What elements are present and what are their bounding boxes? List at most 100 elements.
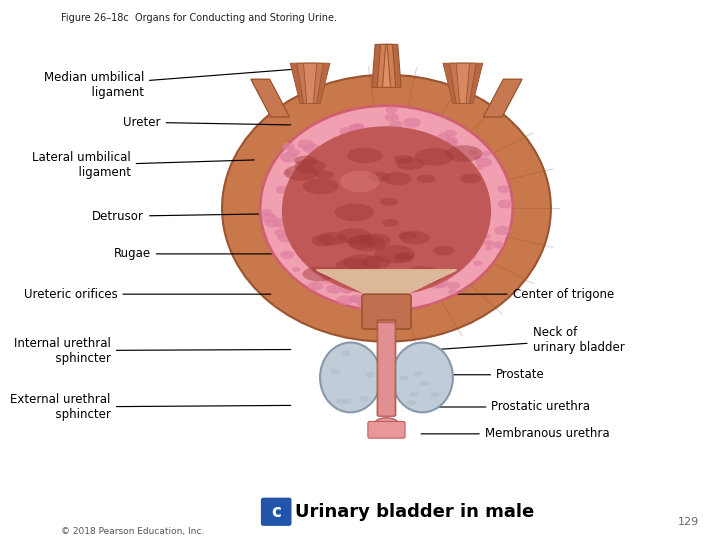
Ellipse shape <box>297 139 315 150</box>
Ellipse shape <box>396 157 424 170</box>
Ellipse shape <box>443 138 458 147</box>
Ellipse shape <box>260 106 513 311</box>
Ellipse shape <box>315 171 333 179</box>
Text: Detrusor: Detrusor <box>92 210 281 223</box>
Ellipse shape <box>498 185 510 193</box>
Text: Neck of
urinary bladder: Neck of urinary bladder <box>439 326 624 354</box>
Ellipse shape <box>294 159 326 173</box>
Polygon shape <box>377 44 396 87</box>
Ellipse shape <box>348 124 365 134</box>
Text: Lateral umbilical
  ligament: Lateral umbilical ligament <box>32 151 254 179</box>
Ellipse shape <box>374 245 415 264</box>
FancyBboxPatch shape <box>362 294 411 329</box>
FancyBboxPatch shape <box>261 498 291 525</box>
Text: Ureteric orifices: Ureteric orifices <box>24 288 271 301</box>
Ellipse shape <box>444 130 456 137</box>
Ellipse shape <box>382 172 412 185</box>
Ellipse shape <box>336 399 346 404</box>
Ellipse shape <box>482 151 491 157</box>
Ellipse shape <box>339 127 356 136</box>
Ellipse shape <box>438 133 449 140</box>
Ellipse shape <box>292 267 300 272</box>
Ellipse shape <box>380 198 398 206</box>
Ellipse shape <box>282 126 491 295</box>
Ellipse shape <box>469 150 477 155</box>
Ellipse shape <box>467 254 476 260</box>
Ellipse shape <box>294 156 318 166</box>
Ellipse shape <box>393 253 414 262</box>
Polygon shape <box>251 79 289 117</box>
Ellipse shape <box>343 289 351 294</box>
Ellipse shape <box>355 299 364 305</box>
Ellipse shape <box>372 291 380 295</box>
Ellipse shape <box>284 165 318 181</box>
Text: External urethral
  sphincter: External urethral sphincter <box>10 393 291 421</box>
Ellipse shape <box>261 209 273 216</box>
Ellipse shape <box>447 282 460 289</box>
FancyBboxPatch shape <box>368 422 405 438</box>
Ellipse shape <box>303 178 338 194</box>
Text: © 2018 Pearson Education, Inc.: © 2018 Pearson Education, Inc. <box>61 527 204 536</box>
Ellipse shape <box>417 174 436 183</box>
Ellipse shape <box>432 278 449 288</box>
Polygon shape <box>456 63 469 104</box>
Polygon shape <box>372 44 401 87</box>
Polygon shape <box>483 79 522 117</box>
Ellipse shape <box>410 392 419 397</box>
Polygon shape <box>317 270 456 302</box>
Ellipse shape <box>276 186 289 194</box>
Ellipse shape <box>413 371 423 376</box>
Ellipse shape <box>446 137 458 144</box>
Ellipse shape <box>282 143 295 150</box>
Ellipse shape <box>446 145 482 162</box>
Ellipse shape <box>336 228 372 244</box>
Ellipse shape <box>287 148 300 157</box>
Ellipse shape <box>311 234 337 246</box>
Text: Ureter: Ureter <box>123 116 291 129</box>
Ellipse shape <box>473 261 482 266</box>
Ellipse shape <box>477 165 484 170</box>
Text: Membranous urethra: Membranous urethra <box>421 427 609 440</box>
Ellipse shape <box>384 113 399 122</box>
Ellipse shape <box>274 228 289 237</box>
Ellipse shape <box>322 267 346 278</box>
Ellipse shape <box>406 400 416 406</box>
Ellipse shape <box>394 155 413 164</box>
Ellipse shape <box>336 295 354 305</box>
Ellipse shape <box>368 172 390 181</box>
Ellipse shape <box>326 285 342 294</box>
Ellipse shape <box>280 152 297 163</box>
Ellipse shape <box>485 246 492 251</box>
Ellipse shape <box>348 295 363 303</box>
Ellipse shape <box>302 267 335 281</box>
Ellipse shape <box>494 226 510 235</box>
Ellipse shape <box>474 155 482 160</box>
Ellipse shape <box>431 392 440 397</box>
Ellipse shape <box>322 275 336 284</box>
Ellipse shape <box>359 305 366 309</box>
Ellipse shape <box>361 300 374 308</box>
Polygon shape <box>303 63 317 104</box>
Ellipse shape <box>348 235 386 252</box>
FancyBboxPatch shape <box>377 320 396 416</box>
Ellipse shape <box>403 118 420 128</box>
Ellipse shape <box>222 75 551 342</box>
Ellipse shape <box>399 375 409 381</box>
Ellipse shape <box>359 396 369 401</box>
Ellipse shape <box>357 302 365 307</box>
Polygon shape <box>290 63 330 104</box>
Ellipse shape <box>302 144 319 153</box>
Ellipse shape <box>340 171 380 192</box>
Ellipse shape <box>350 124 360 130</box>
Ellipse shape <box>359 233 391 248</box>
Text: 129: 129 <box>678 517 698 527</box>
Ellipse shape <box>415 148 454 166</box>
Polygon shape <box>443 63 483 104</box>
Ellipse shape <box>392 342 453 413</box>
Polygon shape <box>297 63 323 104</box>
Ellipse shape <box>273 218 290 228</box>
Ellipse shape <box>498 200 513 208</box>
Text: Center of trigone: Center of trigone <box>434 288 614 301</box>
Ellipse shape <box>475 157 492 167</box>
Ellipse shape <box>483 240 493 246</box>
